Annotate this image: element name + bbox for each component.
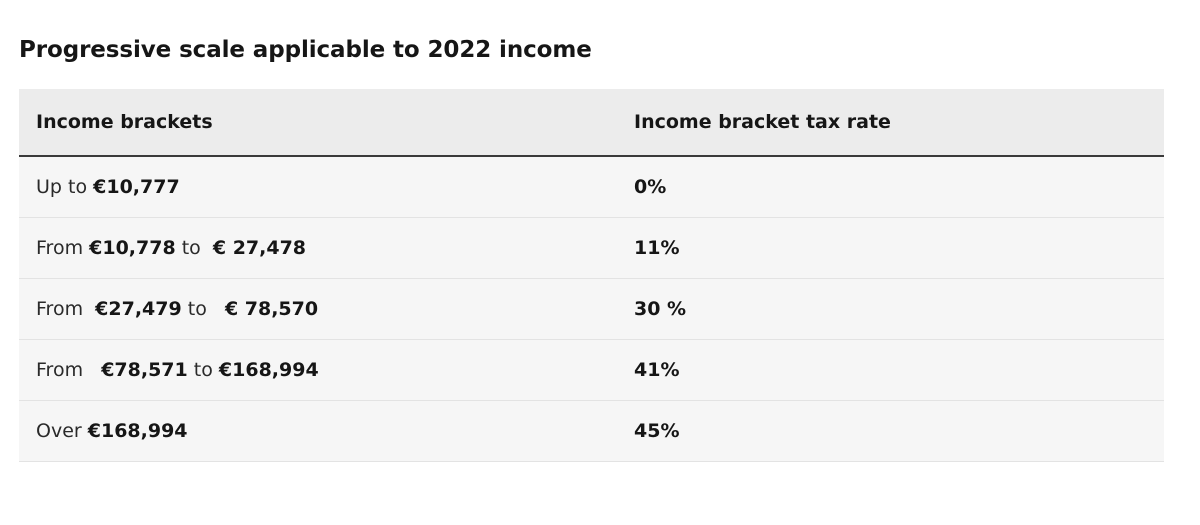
tax-rate-cell: 11%: [617, 217, 1164, 279]
bracket-amount: €27,479: [95, 298, 182, 320]
bracket-amount: €10,778: [89, 237, 176, 259]
bracket-amount: €168,994: [87, 420, 188, 442]
table-header: Income brackets Income bracket tax rate: [19, 89, 1164, 157]
column-header-tax-rate: Income bracket tax rate: [617, 89, 1164, 157]
table-header-row: Income brackets Income bracket tax rate: [19, 89, 1164, 157]
bracket-text: to: [175, 237, 213, 259]
income-bracket-cell: From €27,479 to € 78,570: [19, 278, 617, 340]
bracket-amount: €168,994: [218, 359, 319, 381]
table-row: From €27,479 to € 78,570 30 %: [19, 278, 1164, 340]
bracket-text: From: [36, 359, 102, 381]
bracket-amount: €10,777: [93, 176, 180, 198]
bracket-text: to: [181, 298, 225, 320]
bracket-text: From: [36, 237, 90, 259]
tax-rate-cell: 41%: [617, 339, 1164, 401]
table-row: From €10,778 to € 27,478 11%: [19, 217, 1164, 279]
income-bracket-cell: Up to €10,777: [19, 156, 617, 218]
bracket-text: to: [187, 359, 219, 381]
bracket-text: Up to: [36, 176, 94, 198]
tax-rate-cell: 45%: [617, 400, 1164, 462]
column-header-income-brackets: Income brackets: [19, 89, 617, 157]
bracket-text: Over: [36, 420, 88, 442]
bracket-amount: €78,571: [101, 359, 188, 381]
tax-rate-cell: 0%: [617, 156, 1164, 218]
income-bracket-cell: Over €168,994: [19, 400, 617, 462]
page-title: Progressive scale applicable to 2022 inc…: [19, 37, 592, 63]
table-row: Up to €10,777 0%: [19, 156, 1164, 218]
tax-rate-cell: 30 %: [617, 278, 1164, 340]
income-tax-table: Income brackets Income bracket tax rate …: [19, 89, 1164, 462]
bracket-text: From: [36, 298, 96, 320]
table-row: Over €168,994 45%: [19, 400, 1164, 462]
bracket-amount: € 27,478: [212, 237, 307, 259]
table-row: From €78,571 to €168,994 41%: [19, 339, 1164, 401]
bracket-amount: € 78,570: [224, 298, 319, 320]
table-body: Up to €10,777 0% From €10,778 to € 27,478 1…: [19, 156, 1164, 462]
income-bracket-cell: From €10,778 to € 27,478: [19, 217, 617, 279]
income-bracket-cell: From €78,571 to €168,994: [19, 339, 617, 401]
